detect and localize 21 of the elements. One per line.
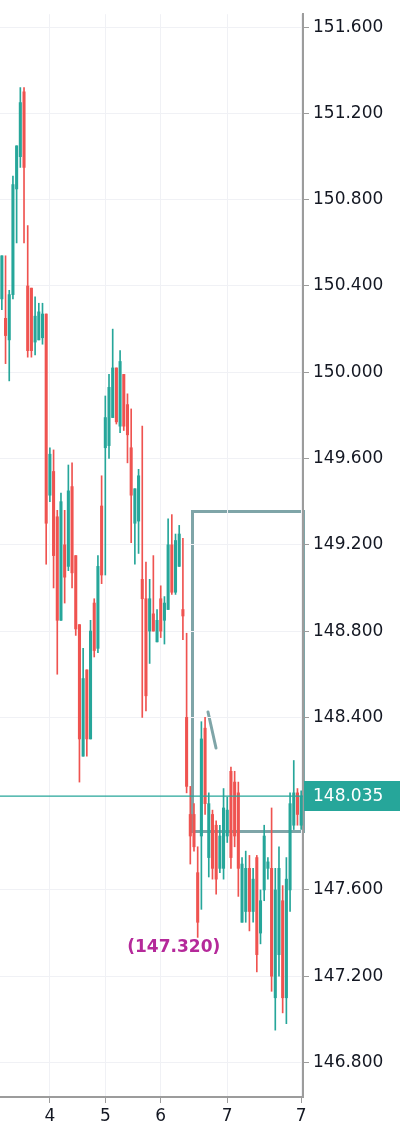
annotation: (147.320) xyxy=(127,936,221,956)
y-tick-label: 150.800 xyxy=(313,188,384,209)
y-tick-label: 146.800 xyxy=(313,1050,384,1071)
y-tick-label: 151.600 xyxy=(313,15,384,36)
y-tick-label: 147.200 xyxy=(313,964,384,985)
x-tick-label: 7 xyxy=(295,1104,307,1125)
y-tick-label: 148.400 xyxy=(313,705,384,726)
y-tick-label: 148.800 xyxy=(313,619,384,640)
x-tick-label: 5 xyxy=(99,1104,111,1125)
x-tick-label: 4 xyxy=(44,1104,56,1125)
y-tick-label: 149.600 xyxy=(313,446,384,467)
y-tick-label: 149.200 xyxy=(313,533,384,554)
y-tick-label: 147.600 xyxy=(313,878,384,899)
y-tick-label: 151.200 xyxy=(313,101,384,122)
x-tick-label: 6 xyxy=(155,1104,167,1125)
x-tick-label: 7 xyxy=(221,1104,233,1125)
y-tick-label: 150.400 xyxy=(313,274,384,295)
candlestick xyxy=(181,538,185,641)
ref-line-label: 148.035 xyxy=(313,784,384,805)
y-tick-label: 150.000 xyxy=(313,360,384,381)
candlestick xyxy=(140,425,144,718)
